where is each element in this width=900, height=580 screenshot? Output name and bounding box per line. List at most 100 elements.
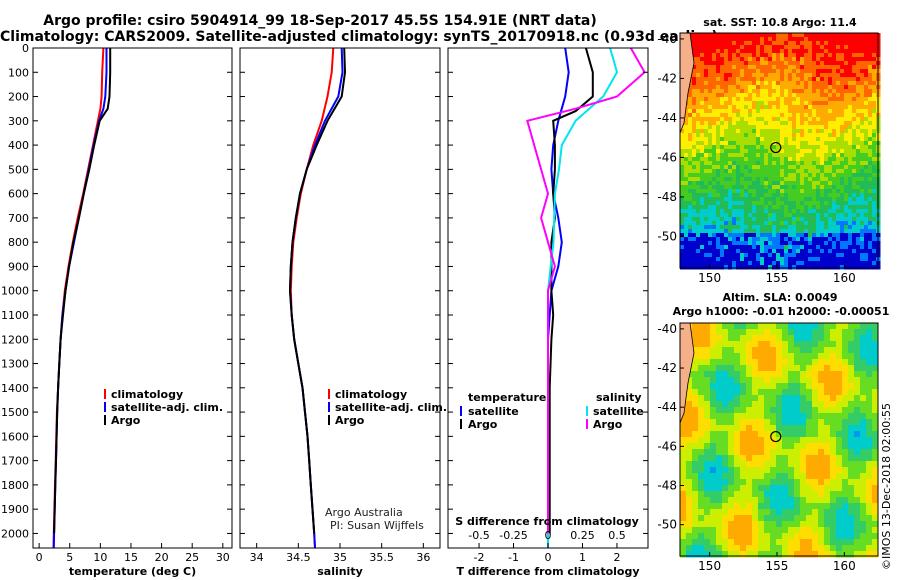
- sla-cell: [698, 395, 705, 402]
- sla-cell: [794, 353, 801, 360]
- sst-cell: [848, 257, 853, 262]
- sst-cell: [712, 209, 717, 214]
- sst-cell: [820, 161, 825, 166]
- title-line-2: Climatology: CARS2009. Satellite-adjuste…: [0, 29, 718, 45]
- sst-cell: [752, 69, 757, 74]
- sla-cell: [734, 485, 741, 492]
- sla-cell: [728, 419, 735, 426]
- sst-cell: [832, 209, 837, 214]
- sst-cell: [744, 241, 749, 246]
- sst-cell: [804, 257, 809, 262]
- sla-cell: [740, 323, 747, 330]
- sst-cell: [776, 173, 781, 178]
- sst-cell: [724, 197, 729, 202]
- sst-cell: [796, 177, 801, 182]
- sst-cell: [828, 69, 833, 74]
- sst-cell: [816, 41, 821, 46]
- sla-cell: [698, 455, 705, 462]
- sla-cell: [806, 467, 813, 474]
- sst-cell: [740, 41, 745, 46]
- sst-cell: [692, 169, 697, 174]
- sla-cell: [752, 329, 759, 336]
- sst-cell: [700, 73, 705, 78]
- sst-cell: [728, 145, 733, 150]
- sst-cell: [868, 49, 873, 54]
- sst-cell: [720, 109, 725, 114]
- sst-cell: [816, 129, 821, 134]
- sla-cell: [752, 407, 759, 414]
- sst-cell: [728, 37, 733, 42]
- sla-cell: [842, 329, 849, 336]
- sst-cell: [804, 97, 809, 102]
- sla-cell: [776, 335, 783, 342]
- sst-cell: [816, 153, 821, 158]
- sla-cell: [698, 539, 705, 546]
- sla-cell: [740, 455, 747, 462]
- sla-cell: [800, 509, 807, 516]
- sla-cell: [752, 353, 759, 360]
- diff-xtick-s-label-3: 0.25: [570, 529, 595, 542]
- sla-cell: [740, 449, 747, 456]
- sst-cell: [828, 177, 833, 182]
- sst-cell: [756, 141, 761, 146]
- sla-cell: [794, 455, 801, 462]
- sst-cell: [844, 117, 849, 122]
- sla-cell: [806, 491, 813, 498]
- sla-cell: [860, 329, 867, 336]
- sla-cell: [776, 545, 783, 552]
- sst-cell: [868, 113, 873, 118]
- sst-cell: [788, 33, 793, 38]
- sst-cell: [844, 245, 849, 250]
- sla-cell: [734, 365, 741, 372]
- sst-cell: [720, 193, 725, 198]
- sla-cell: [686, 395, 693, 402]
- sla-cell: [854, 389, 861, 396]
- sst-cell: [724, 257, 729, 262]
- sla-cell: [710, 485, 717, 492]
- sst-cell: [788, 201, 793, 206]
- sst-cell: [740, 257, 745, 262]
- sla-cell: [824, 443, 831, 450]
- sst-cell: [816, 93, 821, 98]
- sst-cell: [860, 213, 865, 218]
- depth-tick-label-6: 600: [8, 188, 29, 201]
- sst-cell: [848, 121, 853, 126]
- sla-cell: [710, 515, 717, 522]
- sst-cell: [832, 245, 837, 250]
- sst-cell: [692, 137, 697, 142]
- sla-cell: [776, 359, 783, 366]
- sst-cell: [872, 69, 877, 74]
- sst-cell: [684, 169, 689, 174]
- sla-cell: [806, 551, 813, 558]
- sst-cell: [872, 109, 877, 114]
- sst-cell: [812, 101, 817, 106]
- sla-cell: [860, 437, 867, 444]
- sla-cell: [788, 497, 795, 504]
- sst-cell: [744, 73, 749, 78]
- sst-cell: [740, 145, 745, 150]
- sst-cell: [740, 165, 745, 170]
- sla-cell: [830, 389, 837, 396]
- sla-cell: [860, 407, 867, 414]
- sst-cell: [812, 257, 817, 262]
- sla-cell: [752, 473, 759, 480]
- sla-cell: [692, 365, 699, 372]
- sst-cell: [756, 193, 761, 198]
- sst-cell: [788, 69, 793, 74]
- sst-cell: [724, 237, 729, 242]
- sst-cell: [736, 97, 741, 102]
- sst-cell: [768, 81, 773, 86]
- sst-cell: [868, 37, 873, 42]
- sst-cell: [760, 253, 765, 258]
- sla-cell: [830, 329, 837, 336]
- sst-cell: [760, 93, 765, 98]
- sla-cell: [746, 389, 753, 396]
- sst-cell: [800, 141, 805, 146]
- sst-cell: [756, 225, 761, 230]
- sst-cell: [852, 185, 857, 190]
- sla-cell: [722, 521, 729, 528]
- sla-cell: [836, 485, 843, 492]
- sla-cell: [854, 371, 861, 378]
- sst-cell: [780, 185, 785, 190]
- sst-cell: [736, 93, 741, 98]
